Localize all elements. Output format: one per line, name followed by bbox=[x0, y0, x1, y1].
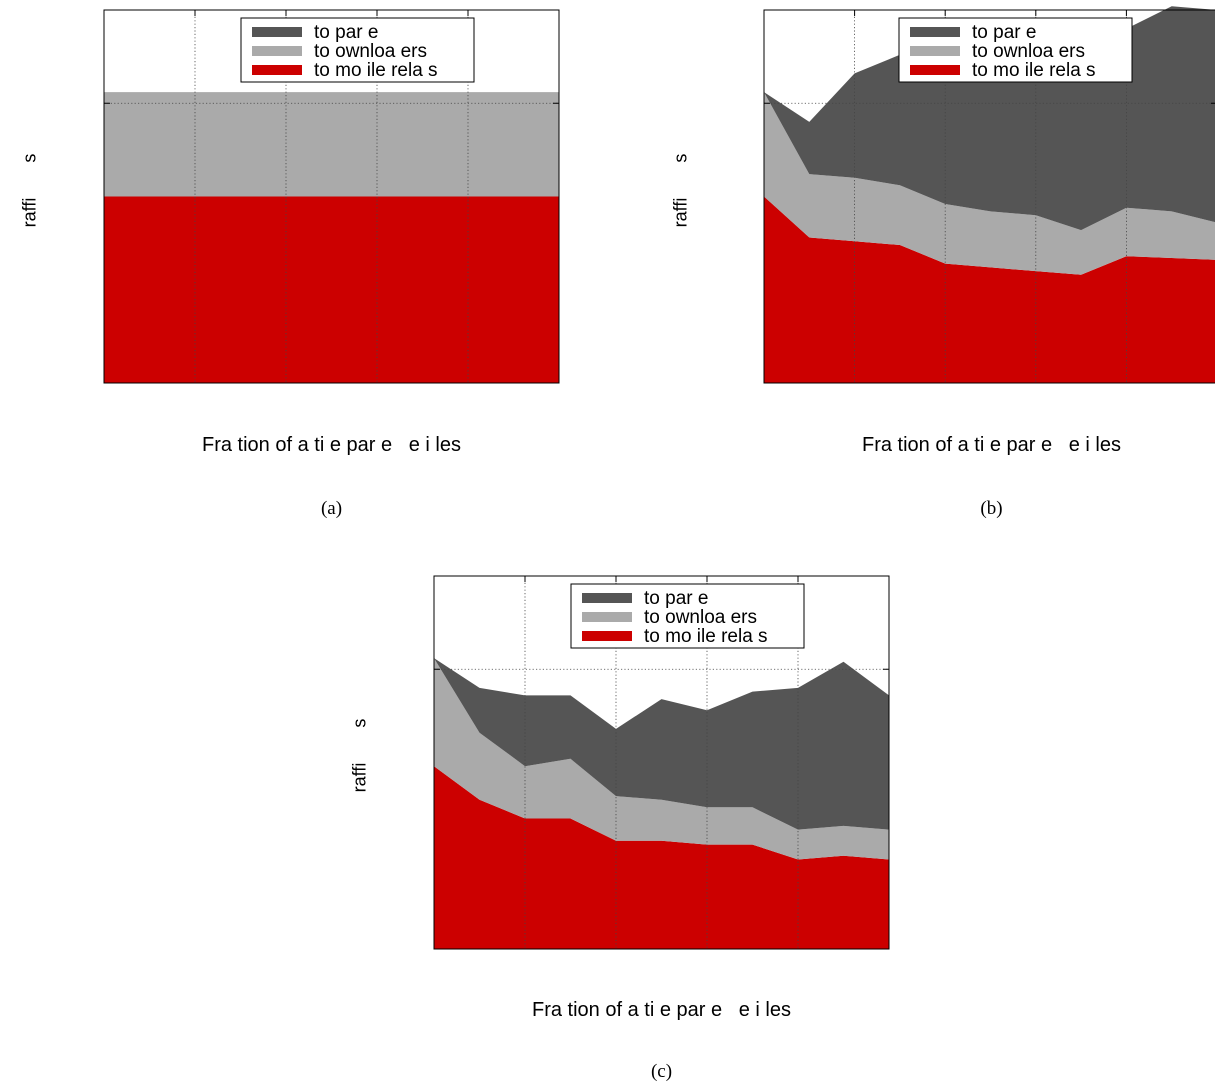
chart-a-legend-label-1: to ownloa ers bbox=[314, 41, 427, 62]
chart-b-ylabel: raffi s bbox=[670, 153, 691, 228]
chart-a-legend-swatch-1 bbox=[252, 46, 302, 56]
chart-b-area-series-0 bbox=[764, 196, 1215, 383]
chart-a-legend-swatch-0 bbox=[252, 27, 302, 37]
chart-c-legend-swatch-1 bbox=[582, 612, 632, 622]
chart-b-legend-label-1: to ownloa ers bbox=[972, 41, 1085, 62]
chart-b-plot-frame bbox=[763, 9, 1215, 384]
chart-c-legend-swatch-0 bbox=[582, 593, 632, 603]
chart-a-area-series-0 bbox=[104, 196, 559, 383]
chart-b-xlabel: Fra tion of a ti e par e e i les bbox=[861, 434, 1121, 456]
chart-b-legend-label-2: to mo ile rela s bbox=[972, 60, 1096, 81]
chart-a-legend-label-0: to par e bbox=[314, 22, 378, 43]
chart-a-area-series-1 bbox=[104, 92, 559, 197]
chart-c-area-series-1 bbox=[434, 658, 889, 860]
chart-c-legend-label-2: to mo ile rela s bbox=[644, 626, 768, 647]
chart-b-area-series-1 bbox=[764, 92, 1215, 275]
chart-c-area-series-0 bbox=[434, 766, 889, 949]
chart-c-area-series-2 bbox=[434, 658, 889, 830]
chart-c-ylabel: raffi s bbox=[349, 718, 370, 793]
chart-a-plot-frame bbox=[103, 9, 560, 384]
chart-c-caption: (c) bbox=[650, 1061, 673, 1082]
chart-c-legend-label-1: to ownloa ers bbox=[644, 607, 757, 628]
chart-panel-b: to par e to ownloa ers to mo ile rela s ra… bbox=[661, 0, 1215, 530]
chart-a-ylabel: raffi s bbox=[19, 153, 40, 228]
chart-b-caption: (b) bbox=[980, 498, 1003, 519]
chart-panel-c: to par e to ownloa ers to mo ile rela s ra… bbox=[330, 565, 930, 1085]
chart-a-legend-swatch-2 bbox=[252, 65, 302, 75]
chart-b-legend-swatch-0 bbox=[910, 27, 960, 37]
chart-a-xlabel: Fra tion of a ti e par e e i les bbox=[201, 434, 461, 456]
chart-b-legend-swatch-1 bbox=[910, 46, 960, 56]
chart-c-xlabel: Fra tion of a ti e par e e i les bbox=[531, 999, 791, 1021]
chart-c-legend-swatch-2 bbox=[582, 631, 632, 641]
chart-a-legend-label-2: to mo ile rela s bbox=[314, 60, 438, 81]
chart-a-caption: (a) bbox=[320, 498, 343, 519]
chart-c-plot-frame bbox=[433, 575, 890, 950]
chart-b-legend-label-0: to par e bbox=[972, 22, 1036, 43]
chart-panel-a: to par e to ownloa ers to mo ile rela s ra… bbox=[0, 0, 600, 530]
chart-c-legend-label-0: to par e bbox=[644, 588, 708, 609]
chart-b-legend-swatch-2 bbox=[910, 65, 960, 75]
